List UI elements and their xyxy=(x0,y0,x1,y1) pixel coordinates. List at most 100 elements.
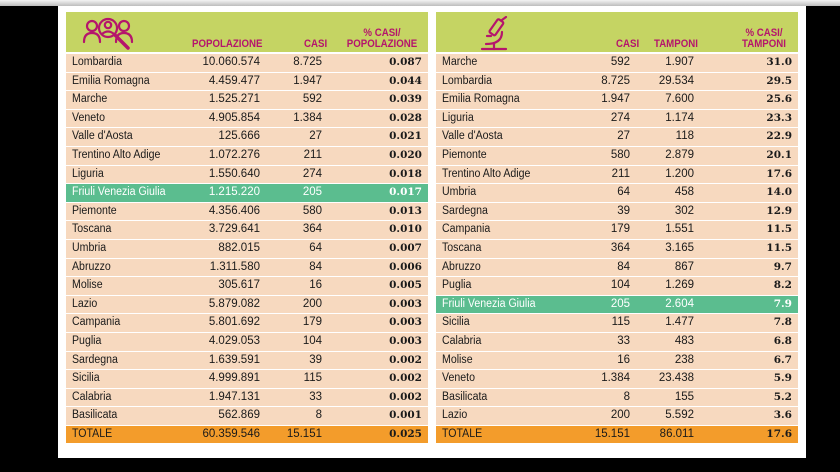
pct-cell: 0.002 xyxy=(389,372,422,385)
population-cell: 3.729.641 xyxy=(208,223,260,236)
population-cell: 882.015 xyxy=(218,241,260,254)
swabs-cell: 1.174 xyxy=(665,111,694,124)
cases-cell: 8.725 xyxy=(293,56,322,68)
population-cell: 125.666 xyxy=(218,130,260,143)
table-row: Sardegna 1.639.591 39 0.002 xyxy=(66,352,428,371)
region-name: Friuli Venezia Giulia xyxy=(72,186,166,199)
table-row: Calabria 1.947.131 33 0.002 xyxy=(66,389,428,408)
pct-cell: 5.9 xyxy=(773,372,792,385)
table-row: Basilicata 8 155 5.2 xyxy=(436,389,798,408)
cases-cell: 84 xyxy=(617,260,630,273)
cases-cell: 1.947 xyxy=(601,93,630,106)
highlighted-row: Friuli Venezia Giulia 1.215.220 205 0.017 xyxy=(66,184,428,203)
pct-cell: 0.003 xyxy=(389,334,422,347)
table-row: Campania 179 1.551 11.5 xyxy=(436,221,798,240)
table-row: Sicilia 4.999.891 115 0.002 xyxy=(66,370,428,389)
cases-cell: 580 xyxy=(610,148,630,161)
population-cell: 4.356.406 xyxy=(208,204,260,217)
population-cell: 4.029.053 xyxy=(208,334,260,347)
cases-cell: 205 xyxy=(302,186,322,199)
table-row: Molise 16 238 6.7 xyxy=(436,352,798,371)
region-name: Campania xyxy=(442,223,491,236)
swabs-cell: 1.477 xyxy=(665,316,694,329)
cases-cell: 33 xyxy=(309,390,322,403)
table-row: Lombardia 8.725 29.534 29.5 xyxy=(436,73,798,92)
table-row: Liguria 274 1.174 23.3 xyxy=(436,110,798,129)
cases-cell: 580 xyxy=(302,204,322,217)
pct-cell: 3.6 xyxy=(773,409,792,422)
pct-cell: 0.006 xyxy=(389,260,422,273)
pct-cell: 0.007 xyxy=(389,241,422,254)
swabs-cell: 302 xyxy=(674,204,694,217)
region-name: Basilicata xyxy=(72,409,118,422)
cases-cell: 211 xyxy=(303,148,322,161)
swabs-cell: 2.879 xyxy=(665,148,694,161)
region-name: Emilia Romagna xyxy=(442,93,520,106)
table-row: Veneto 1.384 23.438 5.9 xyxy=(436,370,798,389)
pct-cell: 0.001 xyxy=(389,409,422,422)
table-row: Umbria 882.015 64 0.007 xyxy=(66,240,428,259)
table-header: CASI TAMPONI % CASI/ TAMPONI xyxy=(436,12,798,54)
swabs-cell: 238 xyxy=(674,353,694,366)
pct-cell: 6.7 xyxy=(773,353,792,366)
pct-cell: 11.5 xyxy=(766,223,792,236)
cases-per-population-table: POPOLAZIONE CASI % CASI/ POPOLAZIONE Lom… xyxy=(66,12,428,444)
people-search-icon xyxy=(82,17,134,50)
region-name: Friuli Venezia Giulia xyxy=(442,297,536,310)
region-name: Trentino Alto Adige xyxy=(72,148,161,161)
region-name: TOTALE xyxy=(72,427,113,440)
cases-cell: 592 xyxy=(610,56,630,68)
cases-cell: 64 xyxy=(309,241,322,254)
population-cell: 1.072.276 xyxy=(208,148,260,161)
pct-cell: 12.9 xyxy=(766,204,792,217)
cases-cell: 27 xyxy=(309,130,322,143)
cases-cell: 27 xyxy=(617,130,630,143)
cases-cell: 8 xyxy=(315,409,322,422)
pct-cell: 0.087 xyxy=(389,56,422,68)
pct-cell: 0.044 xyxy=(389,74,422,87)
cases-cell: 211 xyxy=(611,167,630,180)
pct-cell: 0.005 xyxy=(389,279,422,292)
population-cell: 1.215.220 xyxy=(208,186,260,199)
region-name: Piemonte xyxy=(72,204,117,217)
swabs-cell: 118 xyxy=(675,130,694,143)
table-body: Marche 592 1.907 31.0 Lombardia 8.725 29.534 29… xyxy=(436,54,798,444)
cases-cell: 39 xyxy=(617,204,630,217)
region-name: Piemonte xyxy=(442,148,487,161)
table-row: Trentino Alto Adige 1.072.276 211 0.020 xyxy=(66,147,428,166)
pct-cell: 22.9 xyxy=(766,130,792,143)
cases-cell: 592 xyxy=(302,93,322,106)
cases-cell: 8.725 xyxy=(601,74,630,87)
cases-cell: 16 xyxy=(617,353,630,366)
region-name: Veneto xyxy=(72,111,105,124)
region-name: Valle d'Aosta xyxy=(72,130,133,143)
region-name: Sardegna xyxy=(72,353,118,366)
swabs-cell: 867 xyxy=(674,260,694,273)
table-row: Sicilia 115 1.477 7.8 xyxy=(436,314,798,333)
pct-column-header: % CASI/ POPOLAZIONE xyxy=(343,28,420,50)
region-name: Umbria xyxy=(442,186,477,199)
region-name: Umbria xyxy=(72,241,107,254)
cases-cell: 200 xyxy=(302,297,322,310)
table-row: Sardegna 39 302 12.9 xyxy=(436,203,798,222)
pct-cell: 0.020 xyxy=(389,148,422,161)
cases-column-header: CASI xyxy=(616,38,640,50)
pct-cell: 31.0 xyxy=(766,56,792,68)
population-cell: 1.639.591 xyxy=(208,353,260,366)
top-strip xyxy=(0,0,840,6)
table-row: Emilia Romagna 1.947 7.600 25.6 xyxy=(436,91,798,110)
table-row: Liguria 1.550.640 274 0.018 xyxy=(66,166,428,185)
population-cell: 1.311.580 xyxy=(209,260,260,273)
region-name: Sardegna xyxy=(442,204,488,217)
cases-cell: 115 xyxy=(611,316,630,329)
pct-column-header-line2: TAMPONI xyxy=(742,38,786,50)
cases-cell: 104 xyxy=(610,279,630,292)
region-name: Emilia Romagna xyxy=(72,74,150,87)
table-row: Lazio 200 5.592 3.6 xyxy=(436,407,798,426)
population-cell: 562.869 xyxy=(218,409,260,422)
pct-cell: 0.002 xyxy=(389,353,422,366)
region-name: Sicilia xyxy=(72,372,100,385)
table-row: Calabria 33 483 6.8 xyxy=(436,333,798,352)
population-cell: 4.999.891 xyxy=(208,372,260,385)
table-header: POPOLAZIONE CASI % CASI/ POPOLAZIONE xyxy=(66,12,428,54)
